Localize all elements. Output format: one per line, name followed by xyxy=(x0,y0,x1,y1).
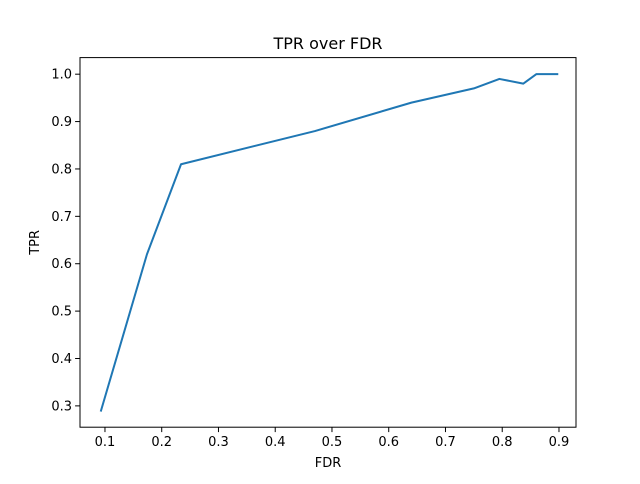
x-tick-label: 0.4 xyxy=(265,435,286,450)
y-tick-label: 0.9 xyxy=(51,115,72,130)
x-tick-label: 0.3 xyxy=(208,435,229,450)
x-tick-label: 0.5 xyxy=(322,435,343,450)
plot-frame xyxy=(79,57,577,428)
x-tick-label: 0.1 xyxy=(95,435,116,450)
y-tick-label: 0.4 xyxy=(51,352,72,367)
y-axis-label: TPR xyxy=(28,230,43,256)
series-layer xyxy=(99,73,559,412)
y-tick-label: 0.7 xyxy=(51,210,72,225)
y-tick-label: 0.5 xyxy=(51,305,72,320)
y-tick-label: 0.3 xyxy=(51,399,72,414)
x-tick-label: 0.8 xyxy=(492,435,513,450)
x-tick-label: 0.2 xyxy=(151,435,172,450)
chart-title: TPR over FDR xyxy=(272,34,382,53)
x-tick-label: 0.7 xyxy=(435,435,456,450)
y-tick-label: 0.6 xyxy=(51,257,72,272)
series-line xyxy=(99,73,559,412)
y-tick-label: 1.0 xyxy=(51,68,72,83)
ticks-layer: 0.1 0.2 0.3 0.4 0.5 0.6 0.7 0.8 0.9 0.3 0.4 0.5 0.6 0… xyxy=(51,68,569,451)
x-tick-label: 0.6 xyxy=(378,435,399,450)
y-tick-label: 0.8 xyxy=(51,162,72,177)
x-tick-label: 0.9 xyxy=(549,435,570,450)
x-axis-label: FDR xyxy=(315,456,342,471)
